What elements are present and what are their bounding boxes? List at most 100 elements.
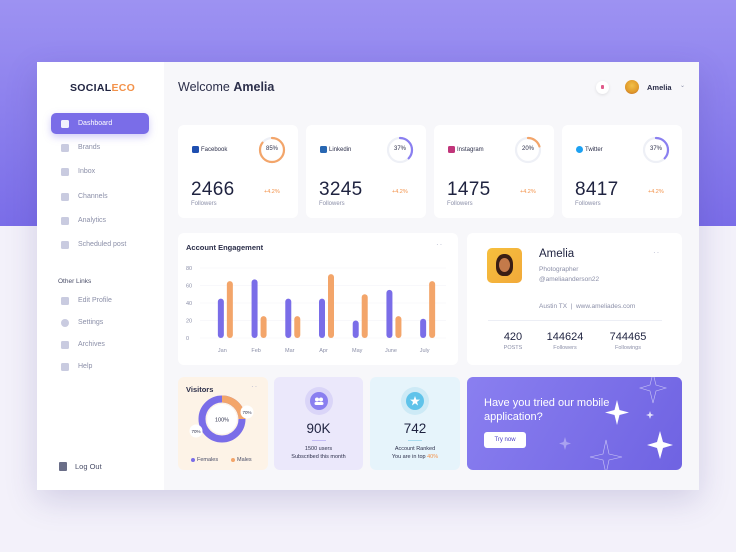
bar-july-1[interactable] (420, 318, 427, 338)
profile-name: Amelia (539, 248, 575, 260)
social-card-linkedin: Linkedin 37% 3245 +4.2% Followers (306, 125, 426, 218)
divider (488, 320, 662, 321)
logout-icon (59, 462, 67, 471)
rank-line2: You are in top 40% (391, 454, 439, 460)
profile-website[interactable]: www.ameliades.com (575, 303, 636, 310)
x-tick-label: May (352, 348, 363, 354)
brand-logo[interactable]: SOCIALECO (70, 82, 136, 94)
bar-june-2[interactable] (395, 316, 402, 338)
profile-role: Photographer (539, 266, 579, 273)
more-options-icon[interactable]: ·· (251, 382, 259, 391)
sidebar-item-analytics[interactable]: Analytics (51, 210, 149, 231)
sparkle-decoration (559, 377, 673, 470)
x-tick-label: June (385, 348, 397, 354)
bar-apr-2[interactable] (328, 274, 334, 338)
analytics-icon (61, 216, 69, 225)
users-value: 90K (306, 421, 331, 436)
bar-june-1[interactable] (386, 289, 393, 338)
sidebar-item-inbox[interactable]: Inbox (51, 161, 149, 182)
rank-line1: Account Ranked (394, 446, 436, 452)
sidebar-item-channels[interactable]: Channels (51, 186, 149, 207)
legend-males: Males (231, 457, 252, 463)
chevron-down-icon[interactable]: ⌄ (680, 83, 686, 89)
dashboard-icon (61, 119, 69, 128)
y-tick-label: 0 (186, 336, 189, 342)
x-tick-label: July (420, 348, 430, 354)
sidebar-item-help[interactable]: Help (51, 356, 149, 377)
stat-followings: 744465 Followings (609, 331, 647, 351)
inbox-icon (61, 167, 69, 176)
profile-handle: @ameliaanderson22 (539, 276, 600, 283)
notification-bell-icon[interactable] (596, 81, 609, 94)
bar-feb-1[interactable] (251, 279, 258, 338)
social-card-instagram: Instagram 20% 1475 +4.2% Followers (434, 125, 554, 218)
bar-apr-1[interactable] (319, 298, 325, 338)
x-tick-label: Jan (218, 348, 227, 354)
sidebar-item-brands[interactable]: Brands (51, 137, 149, 158)
gear-icon (61, 318, 69, 327)
sidebar-item-edit-profile[interactable]: Edit Profile (51, 290, 149, 311)
y-tick-label: 60 (186, 284, 192, 290)
engagement-card: Account Engagement ·· 0 20 40 60 80 Jan Feb Mar… (178, 233, 458, 365)
facebook-icon (192, 146, 199, 153)
bar-mar-2[interactable] (294, 316, 301, 338)
sidebar-item-scheduled-post[interactable]: Scheduled post (51, 234, 149, 255)
progress-ring (642, 136, 670, 164)
social-card-facebook: Facebook 85% 2466 +4.2% Followers (178, 125, 298, 218)
logout-button[interactable]: Log Out (59, 462, 102, 471)
legend-females: Females (191, 457, 218, 463)
sidebar-item-settings[interactable]: Settings (51, 312, 149, 333)
app-window: SOCIALECO Dashboard Brands Inbox Channel… (37, 62, 699, 490)
users-card: 90K 1500 users Subscribed this month (274, 377, 363, 470)
progress-ring (386, 136, 414, 164)
promo-text: Have you tried our mobile application? (484, 397, 610, 423)
profile-location: Austin TX | www.ameliades.com (539, 303, 636, 310)
y-tick-label: 40 (186, 301, 192, 307)
avatar[interactable] (625, 80, 639, 94)
channels-icon (61, 192, 69, 201)
brands-icon (61, 143, 69, 152)
megaphone-icon (61, 240, 69, 249)
users-icon (310, 392, 328, 410)
user-name[interactable]: Amelia (647, 83, 672, 92)
stat-posts: 420 POSTS (503, 331, 523, 351)
progress-ring (514, 136, 542, 164)
social-card-twitter: Twitter 37% 8417 +4.2% Followers (562, 125, 682, 218)
donut-label-females: 70% (191, 429, 200, 434)
bar-feb-2[interactable] (260, 316, 267, 338)
page-title: Welcome Amelia (178, 80, 275, 94)
donut-slice-males (221, 395, 246, 420)
archive-icon (61, 340, 69, 349)
visitors-donut: 100% 70% 70% (189, 395, 254, 443)
users-line1: 1500 users (304, 446, 333, 452)
engagement-chart: 0 20 40 60 80 Jan Feb Mar Apr May June July (186, 266, 446, 354)
bar-may-2[interactable] (361, 294, 368, 338)
promo-card: Have you tried our mobile application? T… (467, 377, 682, 470)
linkedin-icon (320, 146, 327, 153)
profile-avatar[interactable] (487, 248, 522, 283)
donut-label-males: 70% (242, 410, 251, 415)
bar-mar-1[interactable] (285, 298, 292, 338)
y-tick-label: 20 (186, 319, 192, 325)
star-icon (406, 392, 424, 410)
y-tick-label: 80 (186, 266, 192, 272)
x-tick-label: Apr (319, 348, 328, 354)
instagram-icon (448, 146, 455, 153)
bar-jan-1[interactable] (217, 298, 224, 338)
twitter-icon (576, 146, 583, 153)
try-now-button[interactable]: Try now (484, 432, 526, 448)
more-options-icon[interactable]: ·· (436, 240, 444, 249)
sidebar-item-dashboard[interactable]: Dashboard (51, 113, 149, 134)
bar-july-2[interactable] (429, 281, 436, 338)
other-links-heading: Other Links (58, 278, 92, 285)
x-tick-label: Mar (285, 348, 295, 354)
profile-card: Amelia ·· Photographer @ameliaanderson22… (467, 233, 682, 365)
sidebar-item-archives[interactable]: Archives (51, 334, 149, 355)
visitors-card: Visitors ·· 100% 70% 70% Females Males (178, 377, 268, 470)
stat-followers: 144624 Followers (546, 331, 584, 351)
sidebar: SOCIALECO Dashboard Brands Inbox Channel… (37, 62, 164, 490)
more-options-icon[interactable]: ·· (653, 248, 661, 257)
bar-may-1[interactable] (352, 320, 359, 339)
bar-jan-2[interactable] (226, 281, 233, 338)
pencil-icon (61, 296, 69, 305)
